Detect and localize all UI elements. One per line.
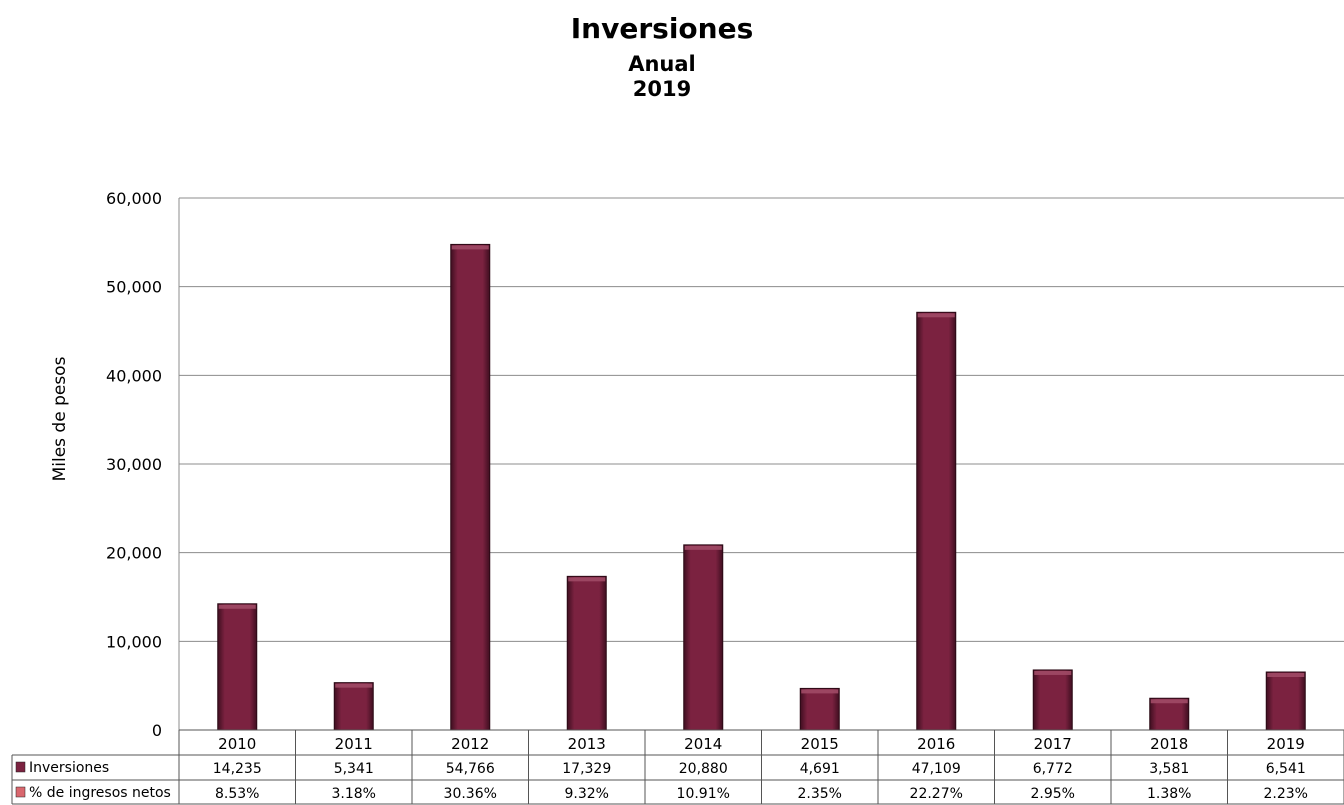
data-label: 2.35%: [798, 786, 842, 802]
chart-year: 2019: [632, 77, 692, 101]
category-label: 2010: [218, 735, 256, 753]
bar: [799, 687, 840, 731]
data-label: 8.53%: [215, 786, 259, 802]
bar-2014: [683, 544, 724, 731]
data-label: 6,541: [1266, 761, 1306, 777]
bar-2018: [1149, 697, 1190, 731]
data-label: 3.18%: [332, 786, 376, 802]
bar: [1149, 697, 1190, 731]
bar-highlight: [684, 545, 722, 550]
category-label: 2017: [1034, 735, 1072, 753]
category-label: 2016: [917, 735, 955, 753]
legend-swatch: [15, 761, 26, 773]
data-label: 20,880: [679, 761, 728, 777]
bar-2011: [333, 682, 374, 731]
bar-highlight: [568, 577, 606, 582]
bar-highlight: [801, 689, 839, 694]
bar-highlight: [451, 245, 489, 250]
category-label: 2012: [451, 735, 489, 753]
data-label: 5,341: [334, 761, 374, 777]
data-label: 2.95%: [1031, 786, 1075, 802]
y-tick-label: 40,000: [106, 366, 162, 385]
bar: [916, 311, 957, 731]
category-label: 2014: [684, 735, 722, 753]
bar-highlight: [1034, 670, 1072, 675]
category-label: 2015: [801, 735, 839, 753]
chart-subtitle: Anual: [628, 52, 696, 76]
bar-2016: [916, 311, 957, 731]
bar: [450, 243, 491, 731]
bar-2010: [217, 603, 258, 731]
bar-highlight: [1267, 673, 1305, 678]
bar: [566, 575, 607, 731]
data-label: 4,691: [800, 761, 840, 777]
bar-2019: [1265, 671, 1306, 731]
bar-highlight: [1150, 699, 1188, 704]
data-label: 14,235: [213, 761, 262, 777]
y-axis: 0 10,000 20,000 30,000 40,000 50,000 60,000 Mil…: [50, 189, 180, 740]
y-tick-label: 0: [152, 721, 162, 740]
data-label: 10.91%: [677, 786, 730, 802]
bar: [683, 544, 724, 731]
data-label: 30.36%: [444, 786, 497, 802]
data-label: 54,766: [446, 761, 495, 777]
y-tick-label: 10,000: [106, 632, 162, 651]
category-label: 2011: [335, 735, 373, 753]
bar: [1265, 671, 1306, 731]
data-table: 2010 2011 2012 2013 2014 2015 2016 2017 2018 2019…: [11, 729, 1344, 805]
y-tick-label: 30,000: [106, 455, 162, 474]
bars: [217, 243, 1306, 731]
category-label: 2019: [1267, 735, 1305, 753]
gridlines: [179, 197, 1344, 642]
bar-2013: [566, 575, 607, 731]
bar-2015: [799, 687, 840, 731]
legend-swatch: [15, 786, 26, 798]
data-label: 47,109: [912, 761, 961, 777]
y-tick-label: 20,000: [106, 544, 162, 563]
bar-highlight: [917, 313, 955, 318]
bar: [1032, 669, 1073, 731]
legend-label: Inversiones: [29, 760, 109, 776]
data-label: 6,772: [1033, 761, 1073, 777]
bar-2012: [450, 243, 491, 731]
bar-2017: [1032, 669, 1073, 731]
data-label: 3,581: [1149, 761, 1189, 777]
chart-title: Inversiones: [570, 12, 754, 45]
bar-highlight: [218, 604, 256, 609]
bar-highlight: [335, 683, 373, 688]
data-label: 17,329: [562, 761, 611, 777]
y-tick-label: 60,000: [106, 189, 162, 208]
legend-label: % de ingresos netos: [29, 785, 171, 801]
data-label: 2.23%: [1264, 786, 1308, 802]
bar: [217, 603, 258, 731]
bar: [333, 682, 374, 731]
data-label: 1.38%: [1147, 786, 1191, 802]
data-label: 22.27%: [910, 786, 963, 802]
y-tick-label: 50,000: [106, 278, 162, 297]
y-axis-label: Miles de pesos: [50, 356, 70, 481]
data-label: 9.32%: [565, 786, 609, 802]
category-label: 2018: [1150, 735, 1188, 753]
category-label: 2013: [568, 735, 606, 753]
